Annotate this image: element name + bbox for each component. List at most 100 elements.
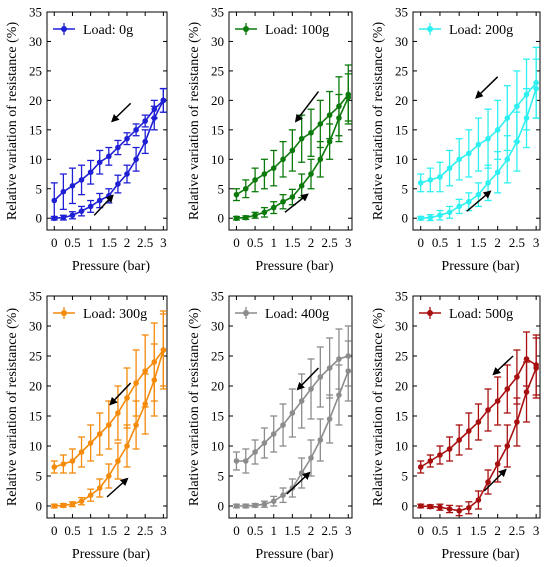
- y-tick-label: 5: [36, 181, 43, 196]
- y-tick-label: 0: [402, 211, 409, 226]
- direction-arrow-unloading: [111, 102, 132, 123]
- data-point: [336, 103, 342, 110]
- y-tick-label: 5: [218, 469, 225, 484]
- data-point: [298, 470, 305, 476]
- data-point: [69, 501, 76, 508]
- y-axis-label: Relative variation of resistance (%): [187, 308, 202, 507]
- data-point: [133, 422, 139, 428]
- data-point: [485, 407, 491, 413]
- x-tick-label: 1.5: [284, 523, 300, 538]
- y-axis-label: Relative variation of resistance (%): [371, 22, 386, 221]
- series-unloading: [50, 87, 167, 219]
- y-tick-label: 20: [395, 379, 408, 394]
- legend-label: Load: 300g: [83, 307, 147, 322]
- y-tick-label: 25: [211, 63, 224, 78]
- x-tick-label: 3: [345, 235, 352, 250]
- data-point: [233, 215, 240, 222]
- y-tick-label: 30: [395, 319, 408, 334]
- data-point: [317, 121, 324, 127]
- data-point: [308, 171, 314, 177]
- plot-frame: [46, 295, 168, 519]
- data-point: [87, 492, 94, 499]
- x-tick-label: 0: [417, 235, 424, 250]
- data-point: [280, 422, 286, 428]
- y-tick-label: 0: [36, 211, 43, 226]
- data-point: [317, 374, 324, 380]
- legend-marker: [427, 26, 433, 32]
- legend-label: Load: 400g: [265, 307, 329, 322]
- data-point: [494, 169, 501, 176]
- legend-marker: [61, 26, 67, 32]
- direction-arrow-unloading: [475, 76, 499, 99]
- data-point: [466, 505, 472, 511]
- data-point: [475, 191, 482, 198]
- data-point: [504, 386, 511, 392]
- legend-label: Load: 0g: [83, 23, 133, 38]
- data-point: [456, 156, 462, 163]
- data-point: [475, 419, 482, 425]
- data-point: [133, 156, 139, 163]
- data-point: [78, 449, 85, 455]
- x-tick-label: 2.5: [137, 235, 153, 250]
- legend-marker: [243, 310, 249, 316]
- data-point: [233, 503, 240, 509]
- data-point: [151, 106, 158, 113]
- data-point: [160, 347, 167, 353]
- direction-arrow-unloading: [296, 367, 319, 391]
- direction-arrow-loading: [284, 193, 309, 213]
- y-tick-label: 20: [211, 93, 224, 108]
- x-axis-label: Pressure (bar): [255, 259, 333, 274]
- data-point: [124, 443, 130, 449]
- y-tick-label: 25: [29, 63, 42, 78]
- data-point: [437, 504, 443, 511]
- data-point: [446, 446, 453, 452]
- data-point: [261, 440, 268, 446]
- direction-arrow-unloading: [109, 382, 132, 406]
- legend-marker: [243, 26, 249, 32]
- data-point: [514, 374, 520, 380]
- x-tick-label: 0.5: [64, 235, 80, 250]
- data-point: [115, 181, 121, 187]
- data-point: [270, 498, 277, 505]
- x-tick-label: 0: [417, 523, 424, 538]
- series-unloading: [232, 325, 352, 474]
- data-point: [417, 503, 424, 509]
- direction-arrow-unloading: [294, 91, 320, 123]
- data-point: [124, 135, 130, 142]
- data-point: [475, 141, 482, 148]
- y-axis-label: Relative variation of resistance (%): [187, 22, 202, 221]
- y-tick-label: 15: [395, 409, 408, 424]
- data-point: [427, 503, 434, 510]
- data-point: [336, 356, 342, 362]
- chart-panel-2: 0 5 10 15 20 25 30 35 0 0.5 1 1.5 2 2.5 3 Pressure (bar…: [187, 5, 353, 274]
- data-point: [533, 362, 539, 368]
- data-point: [151, 359, 158, 365]
- data-point: [51, 464, 58, 470]
- data-point: [124, 395, 130, 401]
- data-point: [485, 180, 491, 186]
- x-tick-label: 0.5: [432, 523, 448, 538]
- data-point: [494, 127, 501, 133]
- plot-frame: [228, 295, 353, 519]
- y-tick-label: 25: [395, 63, 408, 78]
- x-tick-label: 3: [533, 523, 540, 538]
- y-tick-label: 35: [395, 5, 408, 20]
- x-tick-label: 0: [233, 235, 240, 250]
- data-point: [514, 103, 520, 110]
- data-point: [417, 215, 424, 222]
- data-point: [446, 209, 453, 216]
- x-axis-label: Pressure (bar): [255, 547, 333, 562]
- x-tick-label: 3: [345, 523, 352, 538]
- data-point: [233, 458, 240, 464]
- x-tick-label: 0.5: [64, 523, 80, 538]
- y-tick-label: 30: [29, 34, 42, 49]
- data-point: [142, 138, 148, 145]
- data-point: [115, 458, 121, 464]
- data-point: [456, 203, 462, 210]
- data-point: [446, 506, 453, 512]
- data-point: [437, 174, 443, 180]
- x-tick-label: 0.5: [247, 523, 263, 538]
- data-point: [494, 398, 501, 404]
- data-point: [261, 209, 268, 216]
- series-unloading: [417, 331, 540, 474]
